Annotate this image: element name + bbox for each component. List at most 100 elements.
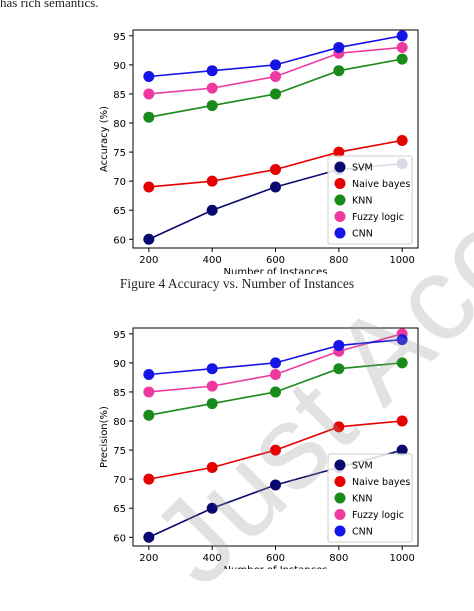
y-axis-label: Accuracy (%) <box>99 106 110 172</box>
precision-chart: 60 65 70 75 80 85 90 95 200 400 600 800 1000 Number o… <box>99 327 419 569</box>
data-point-cnn <box>333 41 345 53</box>
y-tick-label: 90 <box>113 359 126 370</box>
legend-marker <box>334 492 346 504</box>
data-point-svm <box>206 204 218 216</box>
legend-marker <box>334 525 346 537</box>
data-point-naive-bayes <box>270 164 281 176</box>
legend-label: KNN <box>352 494 372 505</box>
data-point-knn <box>270 88 281 100</box>
legend-label: KNN <box>352 196 372 207</box>
y-tick-label: 70 <box>113 475 126 486</box>
x-tick-label: 600 <box>266 553 285 564</box>
y-tick-label: 65 <box>113 206 126 217</box>
x-tick-label: 400 <box>203 553 222 564</box>
legend-label: Naive bayes <box>352 477 410 488</box>
legend-marker <box>334 194 346 206</box>
legend-marker <box>334 509 346 520</box>
legend-marker <box>334 211 346 222</box>
x-tick-label: 1000 <box>389 553 414 564</box>
data-point-cnn <box>270 357 281 369</box>
data-point-fuzzy-logic <box>270 369 281 381</box>
y-axis-label: Precision(%) <box>99 406 110 468</box>
y-tick-label: 60 <box>113 533 126 544</box>
legend-box <box>327 155 413 245</box>
x-tick-label: 800 <box>329 553 348 564</box>
x-tick-label: 200 <box>139 255 158 266</box>
legend-label: SVM <box>352 163 373 174</box>
data-point-knn <box>206 100 218 112</box>
data-point-cnn <box>333 339 345 351</box>
data-point-cnn <box>270 59 281 71</box>
data-point-cnn <box>206 65 218 77</box>
y-tick-label: 75 <box>113 446 126 457</box>
data-point-knn <box>270 386 281 398</box>
data-point-fuzzy-logic <box>396 41 408 53</box>
data-point-naive-bayes <box>333 421 345 433</box>
data-point-cnn <box>143 369 155 381</box>
legend-marker <box>334 459 346 471</box>
x-axis-label: Number of Instances <box>224 267 328 274</box>
legend-label: Fuzzy logic <box>352 510 404 521</box>
series-line-cnn <box>148 35 403 78</box>
y-tick-label: 65 <box>113 504 126 515</box>
data-point-knn <box>143 111 155 123</box>
data-point-svm <box>270 181 281 193</box>
x-tick-label: 400 <box>203 255 222 266</box>
data-point-svm <box>270 479 281 491</box>
legend-label: CNN <box>352 229 373 240</box>
legend-box <box>327 453 413 543</box>
y-tick-label: 70 <box>113 177 126 188</box>
data-point-knn <box>143 409 155 421</box>
accuracy-chart: 60 65 70 75 80 85 90 95 200 400 600 800 1000 Number o… <box>99 29 419 274</box>
legend-label: CNN <box>352 527 373 538</box>
data-point-fuzzy-logic <box>270 71 281 83</box>
data-point-naive-bayes <box>396 134 408 146</box>
legend-marker <box>334 227 346 239</box>
data-point-fuzzy-logic <box>143 386 155 398</box>
y-tick-label: 80 <box>113 119 126 130</box>
x-tick-label: 200 <box>139 553 158 564</box>
data-point-naive-bayes <box>396 415 408 427</box>
data-point-cnn <box>396 30 408 42</box>
data-point-cnn <box>206 363 218 375</box>
data-point-naive-bayes <box>333 146 345 158</box>
data-point-knn <box>333 363 345 375</box>
y-tick-label: 80 <box>113 417 126 428</box>
data-point-naive-bayes <box>270 444 281 456</box>
data-point-naive-bayes <box>206 462 218 474</box>
legend-label: SVM <box>352 461 373 472</box>
x-tick-label: 600 <box>266 255 285 266</box>
data-point-fuzzy-logic <box>143 88 155 100</box>
legend-marker <box>334 161 346 173</box>
legend-marker <box>334 476 346 487</box>
data-point-naive-bayes <box>206 175 218 187</box>
data-point-knn <box>333 65 345 77</box>
y-tick-label: 95 <box>113 32 126 43</box>
series-line-fuzzy-logic <box>148 46 403 95</box>
data-point-fuzzy-logic <box>206 82 218 94</box>
y-tick-label: 85 <box>113 90 126 101</box>
data-point-svm <box>143 531 155 543</box>
data-point-svm <box>143 233 155 245</box>
y-tick-label: 95 <box>113 330 126 341</box>
data-point-knn <box>396 53 408 65</box>
x-tick-label: 1000 <box>389 255 414 266</box>
data-point-naive-bayes <box>143 181 155 193</box>
top-text-fragment: has rich semantics. <box>0 0 99 10</box>
y-tick-label: 60 <box>113 235 126 246</box>
data-point-knn <box>206 398 218 410</box>
figure-caption: Figure 4 Accuracy vs. Number of Instance… <box>119 276 355 291</box>
data-point-svm <box>396 444 408 456</box>
data-point-naive-bayes <box>143 473 155 485</box>
legend-label: Fuzzy logic <box>352 212 404 223</box>
data-point-svm <box>206 502 218 514</box>
y-tick-label: 85 <box>113 388 126 399</box>
legend-label: Naive bayes <box>352 179 410 190</box>
x-tick-label: 800 <box>329 255 348 266</box>
y-tick-label: 90 <box>113 61 126 72</box>
x-axis-label: Number of Instances <box>224 565 328 569</box>
y-tick-label: 75 <box>113 148 126 159</box>
legend-marker <box>334 178 346 189</box>
data-point-cnn <box>396 334 408 346</box>
data-point-fuzzy-logic <box>206 380 218 392</box>
